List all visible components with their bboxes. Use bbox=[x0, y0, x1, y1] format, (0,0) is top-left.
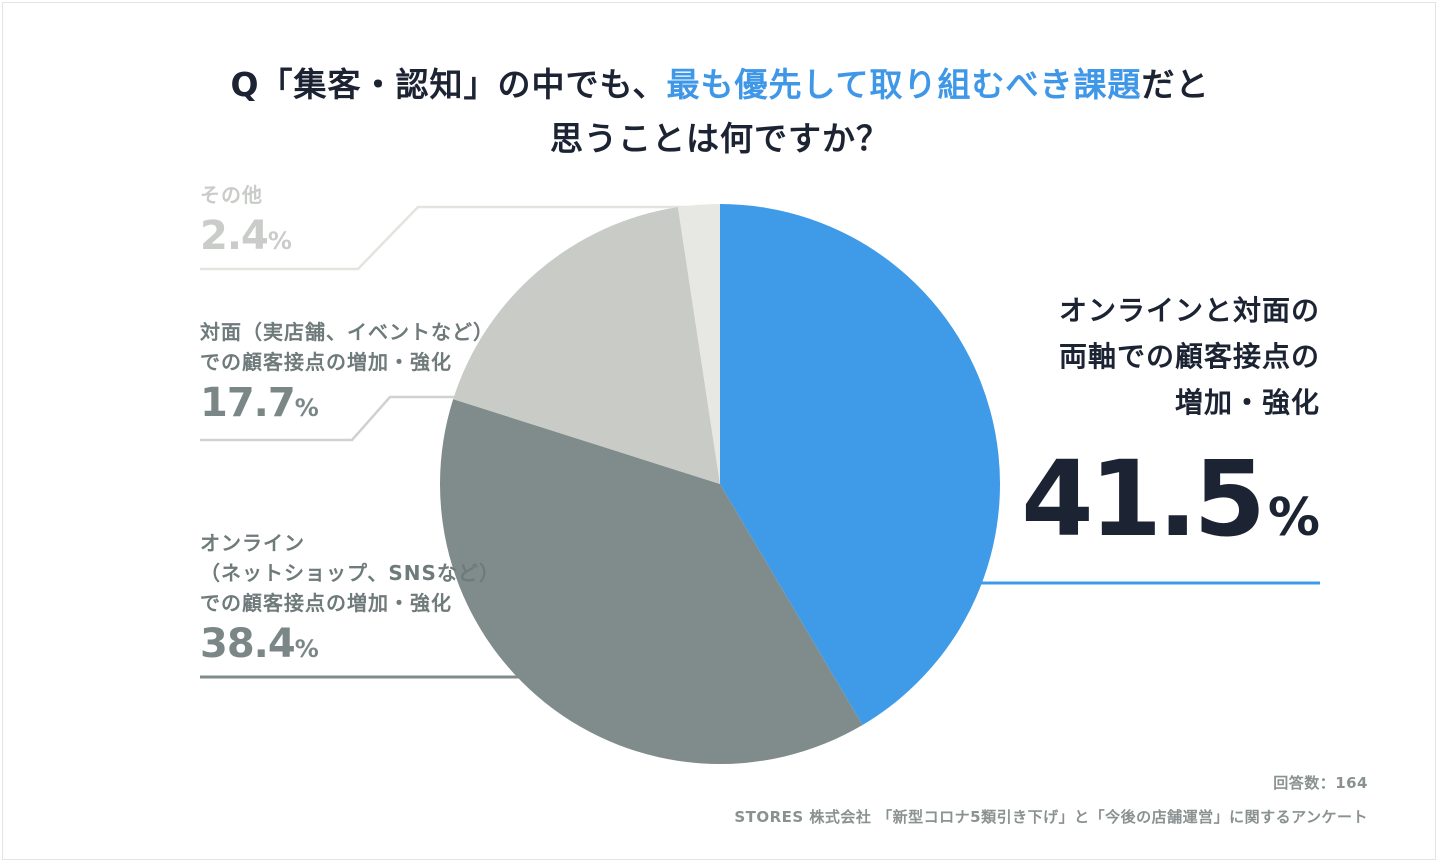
chart-title: Q「集客・認知」の中でも、最も優先して取り組むべき課題だと 思うことは何ですか？ bbox=[0, 58, 1440, 166]
leader-line-face bbox=[200, 395, 458, 442]
label-online-line-1: オンライン bbox=[200, 531, 305, 555]
label-face-line-2: での顧客接点の増加・強化 bbox=[200, 350, 452, 374]
label-online: オンライン （ネットショップ、SNSなど） での顧客接点の増加・強化 38.4% bbox=[200, 528, 500, 675]
label-other: その他 2.4% bbox=[200, 180, 292, 267]
label-both: オンラインと対面の 両軸での顧客接点の 増加・強化 41.5% bbox=[1021, 288, 1320, 577]
pie-slice-face bbox=[453, 207, 720, 484]
face-value-number: 17.7 bbox=[200, 380, 296, 426]
label-both-line-3: 増加・強化 bbox=[1174, 386, 1320, 419]
label-both-value: 41.5% bbox=[1021, 440, 1320, 577]
label-other-name: その他 bbox=[200, 183, 263, 207]
title-line-2: 思うことは何ですか？ bbox=[550, 119, 890, 158]
title-suffix: だと bbox=[1141, 65, 1210, 104]
label-online-line-2: （ネットショップ、SNSなど） bbox=[200, 561, 500, 585]
label-face-line-1: 対面（実店舗、イベントなど） bbox=[200, 320, 494, 344]
label-face: 対面（実店舗、イベントなど） での顧客接点の増加・強化 17.7% bbox=[200, 317, 494, 434]
pie-slice-other bbox=[677, 204, 720, 484]
both-value-number: 41.5 bbox=[1021, 438, 1266, 560]
label-online-value: 38.4% bbox=[200, 618, 500, 675]
pie-slice-both bbox=[720, 203, 1001, 726]
both-percent-sign: % bbox=[1267, 488, 1320, 548]
respondent-count: 回答数：164 bbox=[1273, 774, 1368, 792]
online-value-number: 38.4 bbox=[200, 621, 296, 667]
label-face-value: 17.7% bbox=[200, 377, 494, 434]
label-both-line-2: 両軸での顧客接点の bbox=[1058, 340, 1320, 373]
label-both-line-1: オンラインと対面の bbox=[1058, 294, 1320, 327]
leader-lines bbox=[200, 205, 1320, 679]
title-prefix: Q「集客・認知」の中でも、 bbox=[230, 65, 667, 104]
source-note: STORES 株式会社 「新型コロナ5類引き下げ」と「今後の店舗運営」に関するア… bbox=[734, 808, 1368, 826]
pie-slices bbox=[440, 203, 1001, 764]
online-percent-sign: % bbox=[294, 635, 319, 663]
other-percent-sign: % bbox=[267, 227, 292, 255]
label-online-line-3: での顧客接点の増加・強化 bbox=[200, 591, 452, 615]
face-percent-sign: % bbox=[294, 394, 319, 422]
leader-line-other bbox=[200, 205, 690, 271]
title-line-1: Q「集客・認知」の中でも、最も優先して取り組むべき課題だと bbox=[0, 58, 1440, 112]
title-highlight: 最も優先して取り組むべき課題 bbox=[666, 65, 1142, 104]
other-value-number: 2.4 bbox=[200, 213, 269, 259]
label-other-value: 2.4% bbox=[200, 210, 292, 267]
pie-slice-online bbox=[440, 399, 863, 764]
